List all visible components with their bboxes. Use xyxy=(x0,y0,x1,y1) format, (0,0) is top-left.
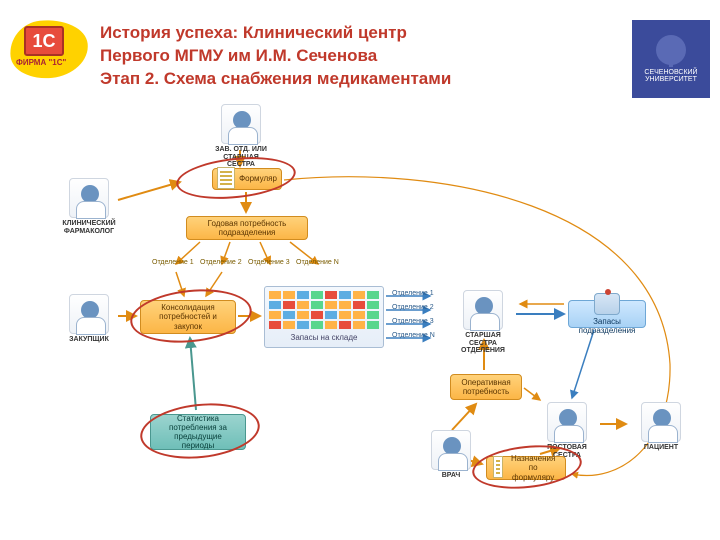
box-label: Назначения по формуляру xyxy=(507,454,559,482)
person-pnurse: ПОСТОВАЯ СЕСТРА xyxy=(536,402,598,459)
box-annual: Годовая потребность подразделения xyxy=(186,216,308,240)
person-doctor: ВРАЧ xyxy=(420,430,482,480)
division-label-top: Отделение 3 xyxy=(248,259,290,266)
university-logo: СЕЧЕНОВСКИЙ УНИВЕРСИТЕТ xyxy=(632,20,710,98)
avatar-icon xyxy=(641,402,681,442)
box-opneed: Оперативная потребность xyxy=(450,374,522,400)
box-label: Годовая потребность подразделения xyxy=(193,219,301,237)
avatar-icon xyxy=(463,290,503,330)
document-icon xyxy=(217,167,235,189)
logo-1c: 1C ФИРМА "1С" xyxy=(10,20,88,78)
person-buyer: ЗАКУПЩИК xyxy=(58,294,120,344)
division-label-right: Отделение 1 xyxy=(392,290,434,297)
avatar-icon xyxy=(547,402,587,442)
box-consol: Консолидация потребностей и закупок xyxy=(140,300,236,334)
title-line-1: История успеха: Клинический центр xyxy=(100,22,620,45)
division-label-right: Отделение N xyxy=(392,332,435,339)
box-stats: Статистика потребления за предыдущие пер… xyxy=(150,414,246,450)
box-label: Запасы подразделения xyxy=(575,317,639,335)
person-label: СТАРШАЯ СЕСТРА ОТДЕЛЕНИЯ xyxy=(452,332,514,355)
logo-1c-firm: ФИРМА "1С" xyxy=(16,58,66,67)
title-line-2: Первого МГМУ им И.М. Сеченова xyxy=(100,45,620,68)
person-patient: ПАЦИЕНТ xyxy=(630,402,692,452)
box-label: Формуляр xyxy=(239,174,277,183)
division-label-top: Отделение 1 xyxy=(152,259,194,266)
title-line-3: Этап 2. Схема снабжения медикаментами xyxy=(100,68,620,91)
person-label: ПАЦИЕНТ xyxy=(630,444,692,452)
diagram-canvas: КЛИНИЧЕСКИЙ ФАРМАКОЛОГ ЗАВ. ОТД. ИЛИ СТА… xyxy=(20,104,700,524)
avatar-icon xyxy=(431,430,471,470)
person-label: ЗАВ. ОТД. ИЛИ СТАРШАЯ СЕСТРА xyxy=(210,146,272,169)
avatar-icon xyxy=(69,294,109,334)
box-label: Консолидация потребностей и закупок xyxy=(147,303,229,331)
division-label-top: Отделение 2 xyxy=(200,259,242,266)
avatar-icon xyxy=(69,178,109,218)
person-zav: ЗАВ. ОТД. ИЛИ СТАРШАЯ СЕСТРА xyxy=(210,104,272,169)
database-icon xyxy=(594,293,620,315)
box-assign: Назначения по формуляру xyxy=(486,456,566,480)
uni-label-2: УНИВЕРСИТЕТ xyxy=(645,76,697,83)
person-pharm: КЛИНИЧЕСКИЙ ФАРМАКОЛОГ xyxy=(58,178,120,235)
division-label-right: Отделение 2 xyxy=(392,304,434,311)
person-label: ЗАКУПЩИК xyxy=(58,336,120,344)
warehouse: Запасы на складе xyxy=(264,286,384,348)
uni-label-1: СЕЧЕНОВСКИЙ xyxy=(644,69,697,76)
person-label: КЛИНИЧЕСКИЙ ФАРМАКОЛОГ xyxy=(58,220,120,235)
division-label-top: Отделение N xyxy=(296,259,339,266)
document-icon xyxy=(493,456,503,478)
person-label: ВРАЧ xyxy=(420,472,482,480)
box-formular: Формуляр xyxy=(212,168,282,190)
division-label-right: Отделение 3 xyxy=(392,318,434,325)
tree-icon xyxy=(656,35,686,65)
person-snurse: СТАРШАЯ СЕСТРА ОТДЕЛЕНИЯ xyxy=(452,290,514,355)
box-label: Статистика потребления за предыдущие пер… xyxy=(157,414,239,451)
page-title: История успеха: Клинический центр Первог… xyxy=(100,20,620,91)
avatar-icon xyxy=(221,104,261,144)
box-stock: Запасы подразделения xyxy=(568,300,646,328)
warehouse-label: Запасы на складе xyxy=(269,333,379,342)
box-label: Оперативная потребность xyxy=(457,378,515,396)
shelves-icon xyxy=(269,291,379,329)
logo-1c-text: 1C xyxy=(24,26,64,56)
